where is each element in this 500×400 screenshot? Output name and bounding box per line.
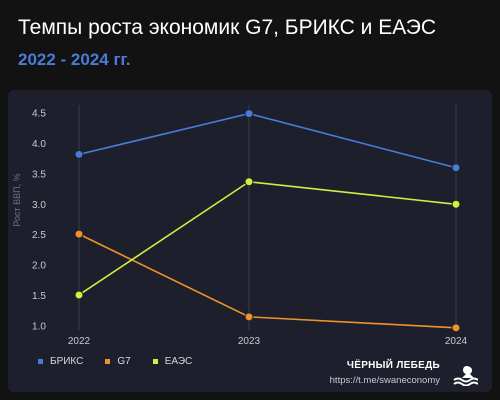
legend-swatch (105, 359, 111, 364)
brand-link[interactable]: https://t.me/swaneconomy (329, 375, 440, 386)
brand-block: ЧЁРНЫЙ ЛЕБЕДЬ https://t.me/swaneconomy (330, 360, 440, 386)
data-point-G7-2022 (74, 229, 84, 239)
data-point-G7-2023 (244, 312, 254, 322)
x-tick-label: 2024 (445, 336, 468, 347)
data-point-G7-2024 (451, 323, 461, 333)
data-point-ЕАЭС-2023 (244, 177, 254, 187)
data-point-ЕАЭС-2024 (451, 199, 461, 209)
data-point-БРИКС-2024 (451, 163, 461, 173)
legend-item: БРИКС (38, 356, 83, 367)
legend-item: ЕАЭС (152, 356, 193, 367)
legend-item: G7 (105, 356, 131, 367)
y-tick-label: 2.5 (32, 230, 46, 241)
legend-swatch (38, 359, 43, 364)
y-tick-label: 3.0 (32, 200, 46, 211)
swan-logo-icon (453, 366, 478, 386)
x-tick-label: 2022 (68, 336, 91, 347)
y-tick-label: 3.5 (32, 169, 46, 180)
data-point-БРИКС-2022 (74, 149, 84, 159)
y-tick-label: 1.5 (32, 291, 46, 302)
chart-panel (8, 90, 492, 392)
series-line-G7 (78, 233, 457, 329)
series-line-ЕАЭС (78, 180, 457, 296)
y-tick-label: 2.0 (32, 261, 46, 272)
y-tick-label: 4.0 (32, 139, 46, 150)
legend-label: G7 (117, 356, 131, 367)
data-point-БРИКС-2023 (244, 109, 254, 119)
y-tick-label: 1.0 (32, 322, 46, 333)
legend-label: ЕАЭС (164, 356, 193, 367)
legend: БРИКС G7 ЕАЭС (38, 356, 192, 367)
chart-subtitle: 2022 - 2024 гг. (18, 50, 131, 69)
series-line-БРИКС (78, 112, 457, 169)
y-tick-label: 4.5 (32, 109, 46, 120)
data-point-ЕАЭС-2022 (74, 290, 84, 300)
x-tick-label: 2023 (238, 336, 261, 347)
legend-label: БРИКС (50, 356, 84, 367)
legend-swatch (152, 359, 158, 364)
y-axis-label: Рост ВВП, % (12, 173, 22, 226)
brand-name: ЧЁРНЫЙ ЛЕБЕДЬ (346, 360, 440, 371)
chart-title: Темпы роста экономик G7, БРИКС и ЕАЭС (18, 16, 437, 39)
